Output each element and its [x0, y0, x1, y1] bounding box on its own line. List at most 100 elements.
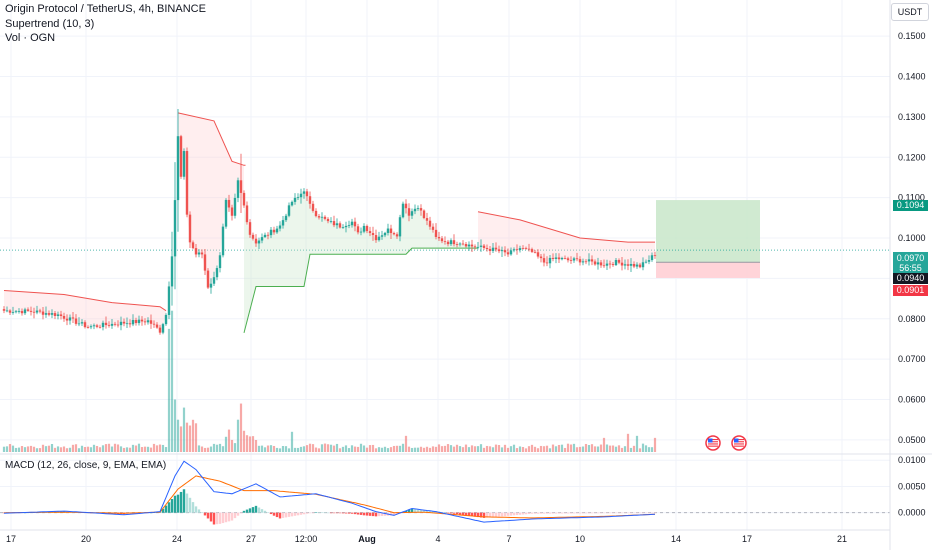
candle-body — [272, 229, 276, 233]
candle-body — [59, 314, 63, 317]
profit-target-zone[interactable] — [656, 200, 760, 263]
volume-bar — [98, 447, 102, 452]
currency-unit-button[interactable]: USDT — [891, 3, 929, 21]
supertrend-resistance-fill — [178, 112, 244, 288]
candle-body — [455, 244, 459, 245]
macd-histogram-bar — [245, 509, 249, 513]
candle-body — [602, 265, 606, 267]
volume-bar — [515, 448, 519, 452]
candle-body — [368, 231, 372, 234]
macd-histogram-bar — [167, 502, 171, 513]
us-flag-icon[interactable] — [731, 435, 747, 451]
macd-histogram-bar — [383, 512, 387, 516]
volume-bar — [239, 403, 243, 452]
supertrend-resistance-fill — [4, 290, 166, 333]
volume-bar — [140, 447, 144, 452]
candle-body — [479, 245, 483, 247]
candle-body — [113, 323, 117, 325]
candle-body — [383, 232, 387, 236]
volume-bar — [164, 447, 168, 452]
candle-body — [101, 322, 105, 328]
volume-bar — [59, 447, 63, 452]
long-position-zone[interactable] — [0, 200, 890, 278]
candle-body — [395, 234, 399, 237]
macd-histogram-bar — [266, 512, 270, 513]
candle-body — [491, 247, 495, 251]
volume-bar — [485, 445, 489, 452]
candle-body — [344, 225, 348, 228]
volume-bar — [389, 447, 393, 452]
volume-bar — [590, 444, 594, 452]
volume-bar — [428, 447, 432, 452]
macd-histogram-bar — [620, 512, 624, 514]
volume-bar — [362, 445, 366, 452]
candle-body — [116, 324, 120, 326]
candle-body — [269, 229, 273, 236]
candle-body — [278, 225, 282, 229]
candle-body — [599, 262, 603, 266]
volume-bar — [620, 447, 624, 452]
candle-body — [644, 261, 648, 263]
volume-bar — [44, 446, 48, 452]
volume-bar — [71, 444, 75, 452]
candle-body — [14, 311, 18, 313]
candle-body — [323, 216, 327, 219]
candle-body — [212, 277, 216, 284]
supertrend-support-fill — [244, 191, 478, 333]
supertrend-resistance — [3, 290, 167, 312]
candle-body — [434, 229, 438, 237]
volume-bar — [632, 445, 636, 452]
volume-bar — [113, 443, 117, 452]
candle-body — [404, 203, 408, 209]
volume-bar — [209, 446, 213, 452]
supertrend-legend[interactable]: Supertrend (10, 3) — [5, 18, 95, 30]
macd-histogram-bar — [260, 509, 264, 513]
volume-bar — [578, 446, 582, 452]
macd-histogram-bar — [353, 512, 357, 515]
macd-histogram-bar — [299, 512, 303, 515]
macd-histogram-bar — [206, 512, 210, 519]
candle-body — [518, 248, 522, 251]
candle-body — [449, 240, 453, 245]
macd-histogram-bar — [362, 512, 366, 516]
candle-body — [350, 221, 354, 226]
volume-bar — [329, 444, 333, 452]
candle-body — [152, 323, 156, 325]
macd-histogram-bar — [446, 512, 450, 514]
volume-bar — [296, 447, 300, 452]
volume-bar — [266, 445, 270, 452]
stop-loss-zone[interactable] — [656, 262, 760, 278]
volume-bar — [503, 444, 507, 452]
candle-body — [104, 322, 108, 326]
event-markers[interactable] — [705, 435, 747, 451]
macd-histogram-bar — [614, 512, 618, 514]
volume-bar — [569, 444, 573, 452]
volume-bar — [500, 447, 504, 452]
us-flag-icon[interactable] — [705, 435, 721, 451]
candle-body — [365, 225, 369, 232]
macd-histogram-bar — [452, 512, 456, 514]
candle-body — [215, 268, 219, 278]
target-price-tag: 0.1094 — [893, 200, 928, 211]
macd-histogram-bar — [284, 512, 288, 518]
volume-legend[interactable]: Vol · OGN — [5, 32, 56, 44]
volume-bar — [536, 448, 540, 452]
macd-histogram-bar — [164, 505, 168, 513]
volume-bar — [80, 445, 84, 452]
candle-body — [527, 248, 531, 250]
macd-histogram-bar — [545, 512, 549, 514]
macd-histogram-bar — [389, 512, 393, 516]
volume-bar — [284, 446, 288, 452]
macd-histogram-bar — [416, 509, 420, 513]
candle-body — [431, 226, 435, 230]
volume-bar — [542, 446, 546, 452]
volume-bar — [161, 444, 165, 452]
volume-bar — [212, 443, 216, 452]
volume-bar — [431, 446, 435, 452]
candle-body — [398, 217, 402, 237]
macd-legend[interactable]: MACD (12, 26, close, 9, EMA, EMA) — [5, 460, 167, 471]
candle-body — [98, 326, 102, 328]
volume-bar — [305, 445, 309, 452]
volume-bar — [299, 446, 303, 452]
